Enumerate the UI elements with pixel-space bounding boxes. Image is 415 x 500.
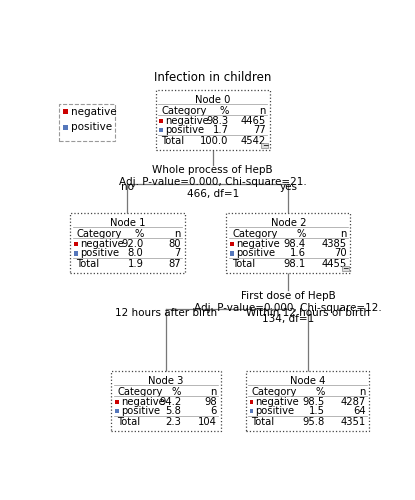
- Text: positive: positive: [256, 406, 295, 416]
- Text: 4385: 4385: [321, 239, 347, 249]
- Text: 98.3: 98.3: [207, 116, 229, 126]
- Text: 4455: 4455: [321, 259, 347, 269]
- Text: 8.0: 8.0: [128, 248, 144, 258]
- Bar: [159, 118, 163, 123]
- Text: 94.2: 94.2: [159, 396, 181, 406]
- Text: n: n: [210, 386, 217, 396]
- Text: 4465: 4465: [241, 116, 266, 126]
- Bar: [74, 252, 78, 256]
- Bar: [249, 409, 253, 414]
- Text: %: %: [134, 229, 144, 239]
- FancyBboxPatch shape: [246, 371, 369, 430]
- Text: 104: 104: [198, 416, 217, 426]
- Bar: [342, 266, 349, 271]
- Text: 1.6: 1.6: [290, 248, 305, 258]
- Text: 1.7: 1.7: [212, 126, 229, 136]
- Bar: [230, 242, 234, 246]
- Text: 100.0: 100.0: [200, 136, 229, 145]
- Text: %: %: [172, 386, 181, 396]
- Text: n: n: [259, 106, 266, 116]
- Text: n: n: [359, 386, 366, 396]
- Text: First dose of HepB
Adj. P-value=0.000, Chi-square=12.
134, df=1: First dose of HepB Adj. P-value=0.000, C…: [194, 291, 382, 324]
- Text: negative: negative: [166, 116, 209, 126]
- Text: 12 hours after birth: 12 hours after birth: [115, 308, 217, 318]
- Text: Node 0: Node 0: [195, 95, 230, 105]
- Bar: [63, 110, 68, 114]
- Text: positive: positive: [81, 248, 120, 258]
- Text: Total: Total: [117, 416, 140, 426]
- Text: 70: 70: [334, 248, 347, 258]
- Text: 6: 6: [210, 406, 217, 416]
- Bar: [159, 128, 163, 132]
- Text: Infection in children: Infection in children: [154, 71, 271, 84]
- Text: 98.4: 98.4: [283, 239, 305, 249]
- Text: 77: 77: [253, 126, 266, 136]
- Bar: [63, 125, 68, 130]
- Text: Node 1: Node 1: [110, 218, 145, 228]
- Text: Category: Category: [251, 386, 297, 396]
- Text: Total: Total: [232, 259, 255, 269]
- Text: Category: Category: [117, 386, 163, 396]
- FancyBboxPatch shape: [226, 213, 350, 272]
- Text: 4351: 4351: [340, 416, 366, 426]
- Text: positive: positive: [166, 126, 205, 136]
- Text: 98.5: 98.5: [303, 396, 325, 406]
- FancyBboxPatch shape: [59, 104, 115, 141]
- Text: Node 4: Node 4: [290, 376, 325, 386]
- Text: Category: Category: [232, 229, 278, 239]
- FancyBboxPatch shape: [156, 90, 270, 150]
- Text: Within 12 hours of birth: Within 12 hours of birth: [246, 308, 370, 318]
- Text: yes: yes: [279, 182, 297, 192]
- Text: negative: negative: [236, 239, 280, 249]
- Text: 7: 7: [174, 248, 181, 258]
- Text: Whole process of HepB
Adj. P-value=0.000, Chi-square=21.
466, df=1: Whole process of HepB Adj. P-value=0.000…: [119, 166, 307, 198]
- Text: 2.3: 2.3: [166, 416, 181, 426]
- Text: −: −: [342, 264, 349, 273]
- Text: 4287: 4287: [340, 396, 366, 406]
- Bar: [230, 252, 234, 256]
- Text: Node 3: Node 3: [149, 376, 184, 386]
- Bar: [261, 143, 269, 148]
- Text: Category: Category: [161, 106, 207, 116]
- Text: %: %: [296, 229, 305, 239]
- Text: negative: negative: [256, 396, 299, 406]
- Text: no: no: [121, 182, 134, 192]
- Text: 92.0: 92.0: [121, 239, 144, 249]
- Text: 4542: 4542: [241, 136, 266, 145]
- Bar: [74, 242, 78, 246]
- Text: Node 2: Node 2: [271, 218, 306, 228]
- Text: n: n: [174, 229, 181, 239]
- Text: positive: positive: [121, 406, 161, 416]
- Text: positive: positive: [236, 248, 276, 258]
- Bar: [115, 409, 119, 414]
- Bar: [249, 400, 253, 404]
- Text: negative: negative: [121, 396, 165, 406]
- Text: n: n: [340, 229, 347, 239]
- Text: Total: Total: [251, 416, 275, 426]
- Text: negative: negative: [81, 239, 124, 249]
- Text: 64: 64: [353, 406, 366, 416]
- Text: 1.9: 1.9: [127, 259, 144, 269]
- FancyBboxPatch shape: [111, 371, 221, 430]
- Text: Total: Total: [76, 259, 99, 269]
- Text: negative: negative: [71, 107, 116, 117]
- Text: 98.1: 98.1: [283, 259, 305, 269]
- Text: %: %: [219, 106, 229, 116]
- Text: 87: 87: [168, 259, 181, 269]
- Text: 80: 80: [168, 239, 181, 249]
- FancyBboxPatch shape: [71, 213, 185, 272]
- Text: 5.8: 5.8: [166, 406, 181, 416]
- Text: −: −: [262, 141, 268, 150]
- Text: Category: Category: [76, 229, 122, 239]
- Bar: [115, 400, 119, 404]
- Text: 95.8: 95.8: [303, 416, 325, 426]
- Text: positive: positive: [71, 122, 112, 132]
- Text: %: %: [315, 386, 325, 396]
- Text: Total: Total: [161, 136, 185, 145]
- Text: 1.5: 1.5: [309, 406, 325, 416]
- Text: 98: 98: [204, 396, 217, 406]
